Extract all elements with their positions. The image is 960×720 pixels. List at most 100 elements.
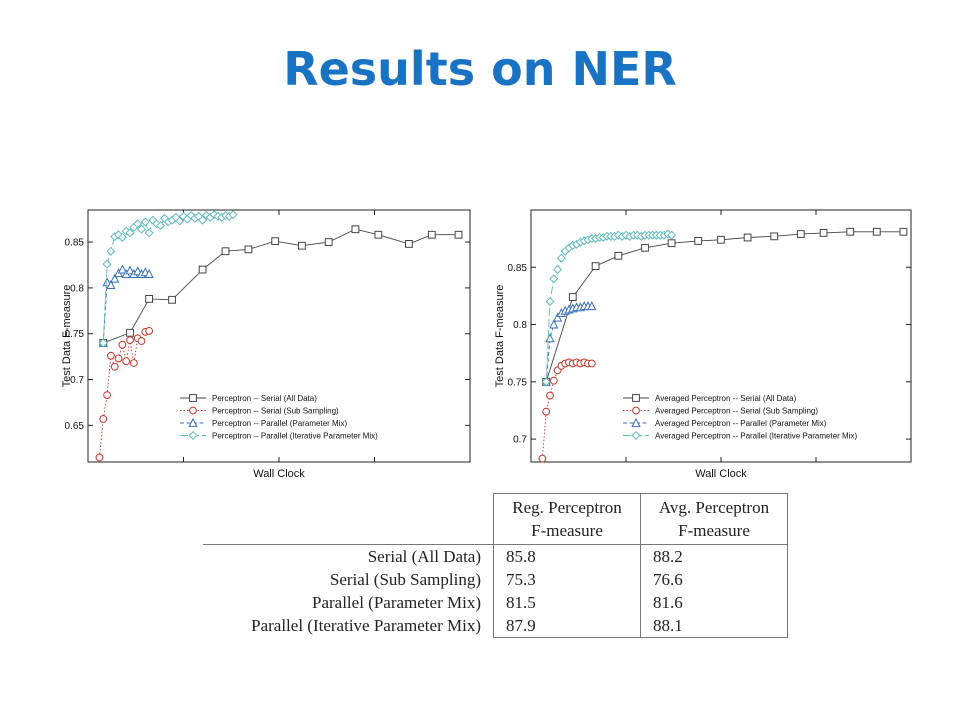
series-0-point (846, 227, 855, 236)
legend-1-label: Perceptron -- Serial (Sub Sampling) (212, 407, 339, 416)
table-header-reg-line1: Reg. Perceptron (512, 498, 622, 517)
table-cell-reg: 81.5 (493, 591, 641, 614)
series-0-point (374, 230, 383, 239)
series-2-point (545, 333, 555, 343)
series-0-point (198, 265, 207, 274)
table-row: Serial (Sub Sampling) 75.3 76.6 (203, 568, 788, 591)
series-3-point (667, 230, 677, 240)
legend-1-marker (632, 406, 640, 415)
series-2-point (125, 265, 135, 275)
series-3-point (98, 338, 108, 348)
series-1-point (107, 351, 115, 360)
legend-0-marker (632, 394, 640, 402)
table-cell-reg: 75.3 (493, 568, 641, 591)
legend-2-marker (188, 417, 198, 427)
series-1-point (145, 327, 154, 335)
chart-perceptron: 0.65 0.7 0.75 0.8 0.85 Wall Clock Test Data F-… (58, 205, 478, 487)
series-0-point (667, 239, 676, 248)
table-row-label: Parallel (Iterative Parameter Mix) (251, 616, 481, 636)
series-0-point (614, 251, 623, 260)
y-tick-label: 0.7 (70, 375, 84, 386)
series-1-point (118, 340, 127, 349)
table-header-reg-line2: F-measure (531, 521, 603, 540)
series-0-point (770, 232, 779, 241)
series-3-point (541, 377, 551, 387)
series-0-point (145, 294, 154, 303)
series-0-point (126, 328, 134, 337)
table-row: Parallel (Iterative Parameter Mix) 87.9 … (203, 614, 788, 638)
series-3-point (125, 228, 135, 238)
series-1-point (129, 359, 138, 367)
series-1-point (137, 337, 146, 345)
y-tick-label: 0.8 (513, 320, 527, 331)
legend-3-marker (188, 430, 198, 441)
series-0-point (244, 245, 253, 254)
x-axis-title: Wall Clock (695, 468, 747, 480)
series-3-point (175, 216, 185, 226)
series-0-point (717, 235, 725, 244)
series-0-point (454, 230, 463, 239)
series-1 (95, 327, 154, 462)
series-3-point (228, 210, 238, 220)
series-3-point (102, 259, 112, 269)
series-0-point (271, 237, 280, 246)
table-header-reg: Reg. Perceptron F-measure (493, 493, 641, 545)
series-2-point (110, 273, 120, 283)
series-1-point (542, 407, 551, 416)
series-2-point (552, 312, 563, 322)
legend-1-label: Averaged Perceptron -- Serial (Sub Sampl… (655, 407, 818, 416)
series-1-point (110, 362, 119, 371)
table-corner-cell (203, 494, 494, 545)
series-3-point (198, 215, 208, 225)
plot-frame (87, 209, 471, 463)
series-0-point (298, 241, 306, 250)
series-1-point (114, 354, 123, 363)
series-3-point (178, 211, 189, 221)
series-3-point (545, 297, 555, 307)
y-axis-title: Test Data F-measure (61, 285, 73, 388)
legend-3-marker (631, 430, 641, 441)
table-cell-avg: 81.6 (640, 591, 788, 614)
series-3-point (136, 224, 146, 234)
series-0-point (641, 243, 649, 252)
series-1-point (546, 391, 554, 400)
series-1-point (538, 454, 547, 463)
series-0-point (168, 295, 176, 304)
series-3-point (133, 219, 143, 229)
series-1 (538, 358, 596, 463)
series-2-point (144, 269, 154, 279)
plot-frame (530, 209, 912, 463)
series-0-point (427, 230, 436, 239)
series-2-point (117, 264, 127, 274)
y-tick-label: 0.75 (65, 329, 85, 340)
legend-3-label: Averaged Perceptron -- Parallel (Iterati… (655, 432, 857, 441)
series-3 (541, 229, 677, 387)
results-table: Reg. Perceptron F-measure Avg. Perceptro… (203, 493, 788, 638)
series-1-point (95, 453, 104, 462)
series-3-point (553, 265, 563, 275)
y-tick-label: 0.75 (508, 377, 528, 388)
x-axis-title: Wall Clock (253, 468, 305, 480)
legend-2-label: Perceptron -- Parallel (Parameter Mix) (212, 419, 347, 428)
chart-perceptron-svg: 0.65 0.7 0.75 0.8 0.85 Wall Clock Test Data F-… (61, 209, 471, 480)
chart-averaged-perceptron-svg: 0.7 0.75 0.8 0.85 Wall Clock Test Data F-meas… (494, 209, 912, 480)
y-tick-label: 0.65 (65, 421, 85, 432)
series-0-point (819, 229, 828, 237)
series-2-point (106, 280, 116, 290)
table-header-avg-line1: Avg. Perceptron (658, 498, 770, 517)
y-tick-label: 0.85 (65, 238, 85, 249)
series-1-point (126, 336, 134, 345)
table-cell-avg: 88.1 (640, 614, 788, 638)
series-0-point (324, 238, 333, 246)
table-row-label: Parallel (Parameter Mix) (312, 593, 481, 612)
series-0-point (404, 240, 413, 248)
series-0-point (591, 262, 600, 271)
legend-0-label: Averaged Perceptron -- Serial (All Data) (655, 394, 797, 403)
series-3-point (106, 246, 116, 256)
series-2 (541, 301, 597, 386)
series-0-point (872, 227, 881, 236)
series-1-point (122, 357, 131, 366)
series-2 (98, 264, 154, 347)
y-axis-title: Test Data F-measure (494, 285, 506, 388)
table-row: Serial (All Data) 85.8 88.2 (203, 544, 788, 568)
